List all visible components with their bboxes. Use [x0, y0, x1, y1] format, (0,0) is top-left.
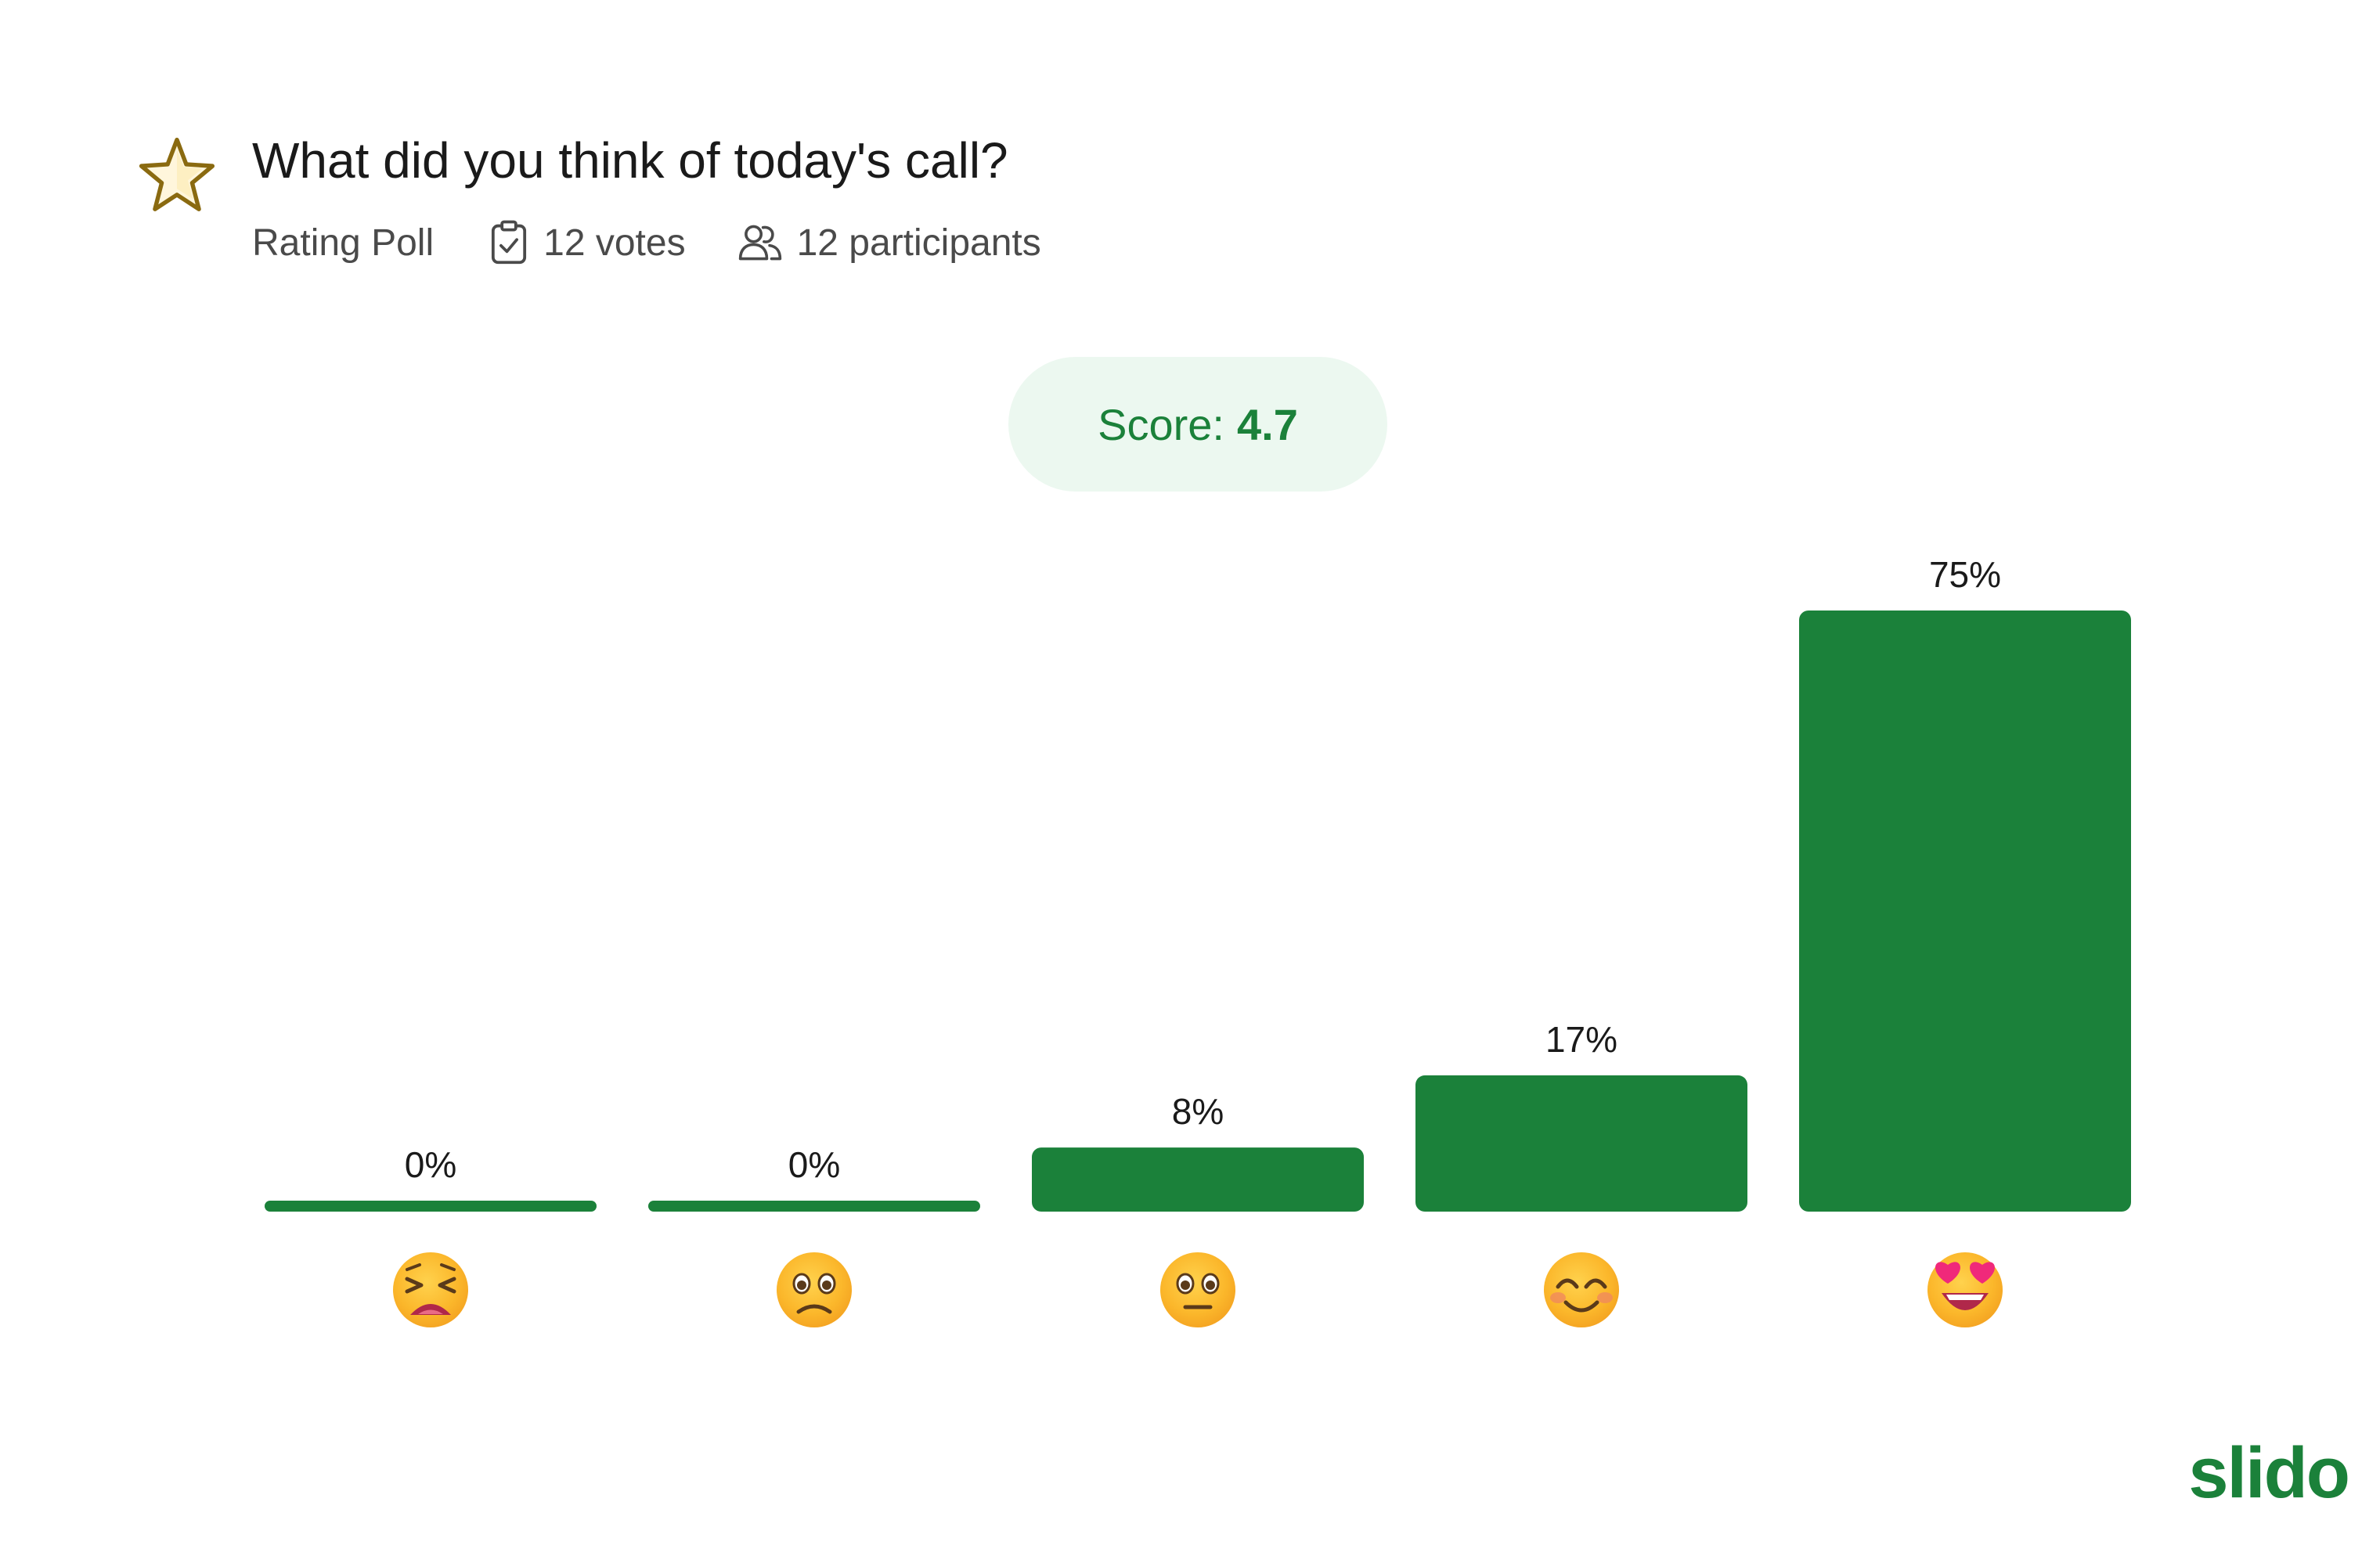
slido-logo: slido	[2188, 1433, 2350, 1513]
frowning-face-emoji-icon	[777, 1252, 852, 1327]
star-icon	[139, 137, 215, 211]
score-value: 4.7	[1237, 399, 1298, 449]
weary-face-emoji-icon	[393, 1252, 468, 1327]
bar-value-label: 8%	[1172, 1091, 1224, 1132]
votes-label: 12 votes	[543, 222, 686, 264]
score-badge: Score: 4.7	[1008, 357, 1387, 492]
participants-label: 12 participants	[796, 222, 1041, 264]
bar-value-label: 17%	[1545, 1019, 1617, 1060]
poll-type-label: Rating Poll	[252, 222, 435, 264]
bar-weary-face	[265, 1201, 597, 1212]
clipboard-check-icon	[492, 220, 527, 265]
poll-meta: Rating Poll 12 votes 12 participants	[252, 211, 1041, 274]
bar-frowning-face	[648, 1201, 980, 1212]
bar-heart-eyes-face	[1799, 611, 2131, 1212]
participants-count: 12 participants	[737, 222, 1041, 265]
votes-count: 12 votes	[489, 220, 686, 265]
bar-value-label: 75%	[1929, 554, 2001, 595]
smiling-face-emoji-icon	[1544, 1252, 1619, 1327]
poll-title: What did you think of today's call?	[252, 132, 1008, 189]
bar-smiling-face	[1415, 1075, 1747, 1212]
score-label: Score:	[1098, 399, 1224, 449]
bar-value-label: 0%	[405, 1144, 456, 1185]
heart-eyes-face-emoji-icon	[1927, 1252, 2003, 1327]
neutral-face-emoji-icon	[1160, 1252, 1235, 1327]
people-icon	[738, 225, 781, 261]
bar-neutral-face	[1032, 1147, 1364, 1212]
bar-value-label: 0%	[788, 1144, 840, 1185]
